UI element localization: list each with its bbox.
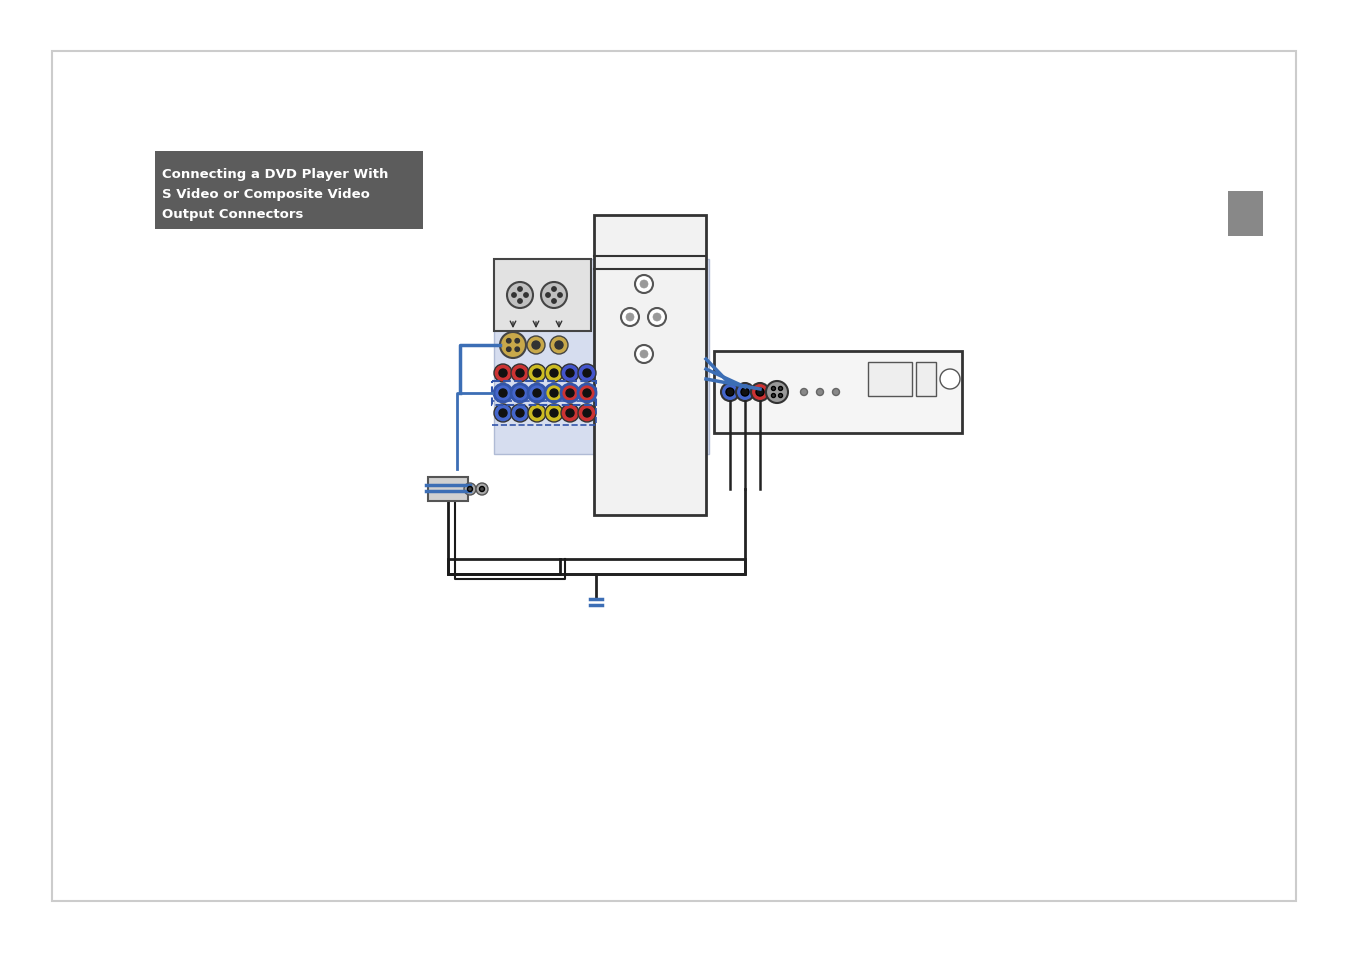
Circle shape — [578, 365, 596, 382]
Circle shape — [766, 381, 789, 403]
Circle shape — [635, 346, 652, 364]
Circle shape — [756, 389, 764, 396]
Circle shape — [541, 283, 568, 309]
Circle shape — [566, 410, 574, 417]
Circle shape — [528, 385, 546, 402]
Circle shape — [736, 384, 754, 401]
Circle shape — [516, 370, 524, 377]
Circle shape — [817, 389, 824, 396]
Circle shape — [545, 365, 563, 382]
Circle shape — [550, 410, 558, 417]
Text: Output Connectors: Output Connectors — [162, 208, 303, 221]
Circle shape — [582, 390, 590, 397]
Text: S Video or Composite Video: S Video or Composite Video — [162, 188, 369, 201]
Circle shape — [741, 389, 749, 396]
Bar — [53, 52, 1295, 901]
Circle shape — [499, 390, 507, 397]
Bar — [714, 352, 962, 434]
Circle shape — [515, 339, 519, 344]
Circle shape — [648, 309, 666, 327]
Bar — [448, 559, 745, 575]
Circle shape — [516, 390, 524, 397]
Circle shape — [561, 385, 580, 402]
Circle shape — [532, 390, 541, 397]
Circle shape — [558, 294, 562, 298]
Circle shape — [940, 370, 960, 390]
Circle shape — [546, 294, 550, 298]
Circle shape — [801, 389, 807, 396]
Circle shape — [582, 410, 590, 417]
Circle shape — [561, 405, 580, 422]
Circle shape — [464, 483, 476, 496]
Circle shape — [493, 365, 512, 382]
Circle shape — [493, 385, 512, 402]
Bar — [493, 260, 590, 332]
Bar — [917, 363, 936, 396]
Circle shape — [527, 336, 545, 355]
Circle shape — [582, 370, 590, 377]
Circle shape — [511, 405, 528, 422]
Circle shape — [550, 336, 568, 355]
Circle shape — [779, 387, 783, 391]
Bar — [155, 152, 423, 230]
Circle shape — [518, 299, 522, 304]
Circle shape — [507, 348, 511, 352]
Circle shape — [512, 294, 516, 298]
Circle shape — [468, 487, 473, 492]
Circle shape — [751, 384, 768, 401]
Circle shape — [500, 333, 526, 358]
Circle shape — [532, 410, 541, 417]
Circle shape — [566, 370, 574, 377]
Circle shape — [578, 405, 596, 422]
Circle shape — [499, 370, 507, 377]
Circle shape — [518, 288, 522, 292]
Circle shape — [652, 314, 661, 322]
Circle shape — [480, 487, 484, 492]
Circle shape — [524, 294, 528, 298]
Circle shape — [721, 384, 739, 401]
Circle shape — [635, 275, 652, 294]
Circle shape — [507, 339, 511, 344]
Bar — [594, 215, 706, 516]
Bar — [493, 260, 709, 455]
Circle shape — [545, 405, 563, 422]
Bar — [868, 363, 913, 396]
Circle shape — [727, 389, 735, 396]
Circle shape — [507, 283, 532, 309]
Circle shape — [511, 365, 528, 382]
Circle shape — [532, 370, 541, 377]
Bar — [429, 477, 468, 501]
Circle shape — [545, 385, 563, 402]
Circle shape — [771, 387, 775, 391]
Circle shape — [550, 370, 558, 377]
Circle shape — [516, 410, 524, 417]
Circle shape — [621, 309, 639, 327]
Circle shape — [476, 483, 488, 496]
Circle shape — [551, 288, 557, 292]
Circle shape — [561, 365, 580, 382]
Circle shape — [640, 351, 648, 358]
Circle shape — [555, 341, 563, 350]
Circle shape — [779, 395, 783, 398]
Circle shape — [532, 341, 541, 350]
Bar — [492, 381, 596, 406]
Circle shape — [499, 410, 507, 417]
Circle shape — [515, 348, 519, 352]
Text: Connecting a DVD Player With: Connecting a DVD Player With — [162, 168, 388, 181]
Circle shape — [550, 390, 558, 397]
Bar — [1228, 192, 1263, 236]
Circle shape — [528, 405, 546, 422]
Circle shape — [493, 405, 512, 422]
Circle shape — [566, 390, 574, 397]
Circle shape — [640, 281, 648, 289]
Circle shape — [578, 385, 596, 402]
Circle shape — [833, 389, 840, 396]
Circle shape — [551, 299, 557, 304]
Circle shape — [771, 395, 775, 398]
Circle shape — [528, 365, 546, 382]
Circle shape — [625, 314, 634, 322]
Circle shape — [511, 385, 528, 402]
